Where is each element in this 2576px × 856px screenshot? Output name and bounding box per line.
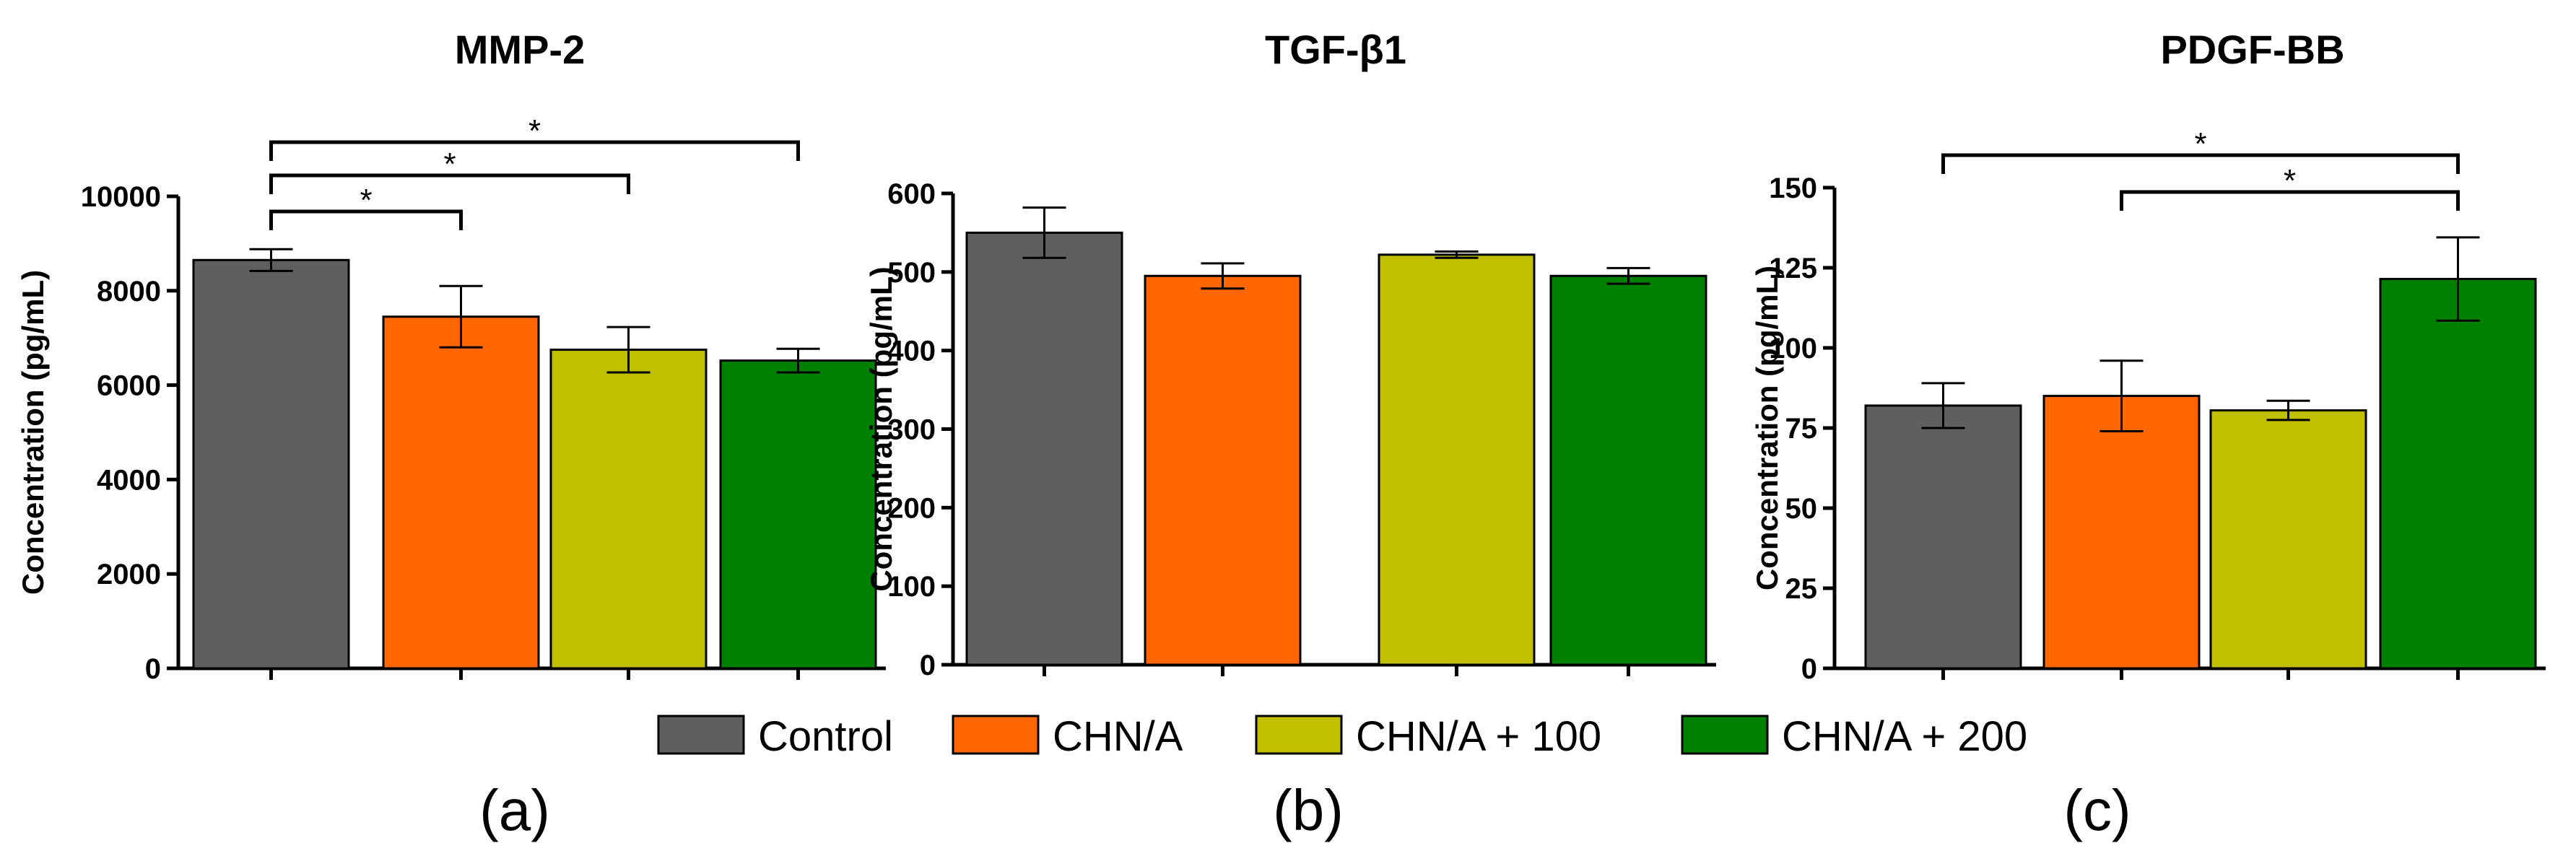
y-tick-label: 100	[887, 571, 936, 603]
legend: Control CHN/A CHN/A + 100 CHN/A + 200	[657, 713, 2027, 760]
bar-chn-a-200	[719, 359, 877, 670]
significance-bracket	[269, 173, 630, 194]
significance-star: *	[2194, 126, 2206, 162]
chart-panel-3: PDGF-BB 0 25 50 75 100 125 150 Concentration (pg…	[1750, 27, 2546, 842]
chart-title: MMP-2	[455, 27, 585, 72]
chart-title: PDGF-BB	[2160, 27, 2344, 72]
bar-control	[965, 231, 1123, 666]
bar-chn-a	[2042, 395, 2201, 670]
significance-bracket	[269, 209, 463, 230]
y-tick-label: 25	[1785, 573, 1818, 605]
y-tick-label: 4000	[97, 464, 161, 496]
bar-chn-a	[382, 315, 540, 670]
y-tick-label: 400	[887, 336, 936, 367]
legend-item-2: CHN/A	[952, 713, 1183, 760]
y-tick-label: 2000	[97, 559, 161, 590]
y-tick-label: 6000	[97, 370, 161, 402]
legend-item-1: Control	[657, 713, 893, 760]
legend-label: CHN/A + 100	[1356, 713, 1601, 760]
y-tick-label: 200	[887, 492, 936, 524]
significance-star: *	[443, 147, 456, 182]
bar-control	[1864, 404, 2022, 670]
legend-swatch	[952, 715, 1040, 755]
legend-swatch	[657, 715, 745, 755]
chart-panel-1: MMP-2 0 2000 4000 6000 8000 10000 Concentration…	[16, 27, 886, 842]
significance-star: *	[528, 113, 541, 149]
panel-label: (b)	[1273, 778, 1344, 842]
significance-bracket	[2120, 190, 2460, 211]
panel-label: (c)	[2063, 778, 2131, 842]
y-axis-label: Concentration (pg/mL)	[16, 270, 50, 595]
y-axis-label: Concentration (pg/mL)	[864, 266, 898, 591]
y-tick-label: 8000	[97, 276, 161, 307]
bar-chn-a-200	[1549, 274, 1707, 666]
bar-chn-a-100	[1378, 253, 1536, 666]
y-tick-label: 0	[1801, 653, 1817, 685]
significance-star: *	[360, 183, 372, 218]
bar-chn-a-100	[549, 349, 708, 670]
y-tick-label: 100	[1769, 333, 1817, 364]
y-tick-label: 75	[1785, 413, 1818, 445]
y-tick-label: 500	[887, 257, 936, 289]
chart-title: TGF-β1	[1265, 27, 1406, 72]
significance-bracket	[1941, 153, 2460, 174]
bar-chn-a	[1144, 274, 1302, 666]
legend-label: Control	[758, 713, 893, 760]
y-tick-label: 50	[1785, 493, 1818, 525]
legend-label: CHN/A + 200	[1782, 713, 2027, 760]
significance-bracket	[269, 140, 800, 161]
y-tick-label: 0	[920, 650, 936, 681]
panel-label: (a)	[479, 778, 550, 842]
y-tick-label: 125	[1769, 253, 1817, 284]
y-tick-label: 300	[887, 414, 936, 446]
legend-swatch	[1681, 715, 1769, 755]
y-axis-label: Concentration (pg/mL)	[1750, 266, 1784, 590]
bar-control	[192, 258, 350, 670]
chart-panel-2: TGF-β1 0 100 200 300 400 500 600 Concentration (…	[864, 27, 1716, 842]
legend-label: CHN/A	[1053, 713, 1183, 760]
y-tick-label: 0	[145, 653, 161, 685]
y-tick-label: 600	[887, 178, 936, 210]
y-tick-label: 10000	[81, 181, 161, 213]
significance-star: *	[2284, 163, 2296, 198]
legend-item-3: CHN/A + 100	[1255, 713, 1601, 760]
legend-item-4: CHN/A + 200	[1681, 713, 2027, 760]
y-tick-label: 150	[1769, 172, 1817, 204]
legend-swatch	[1255, 715, 1343, 755]
bar-chn-a-100	[2209, 409, 2367, 670]
bar-chn-a-200	[2379, 278, 2537, 670]
